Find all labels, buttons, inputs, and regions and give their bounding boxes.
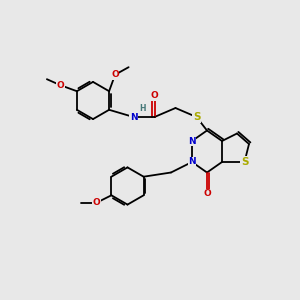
- Text: O: O: [56, 81, 64, 90]
- Text: O: O: [203, 189, 211, 198]
- Text: H: H: [139, 104, 146, 113]
- Text: N: N: [130, 112, 137, 122]
- Text: O: O: [151, 92, 158, 100]
- Text: O: O: [111, 70, 119, 79]
- Text: S: S: [241, 157, 248, 167]
- Text: S: S: [193, 112, 200, 122]
- Text: O: O: [92, 198, 100, 207]
- Text: N: N: [188, 136, 196, 146]
- Text: N: N: [188, 158, 196, 166]
